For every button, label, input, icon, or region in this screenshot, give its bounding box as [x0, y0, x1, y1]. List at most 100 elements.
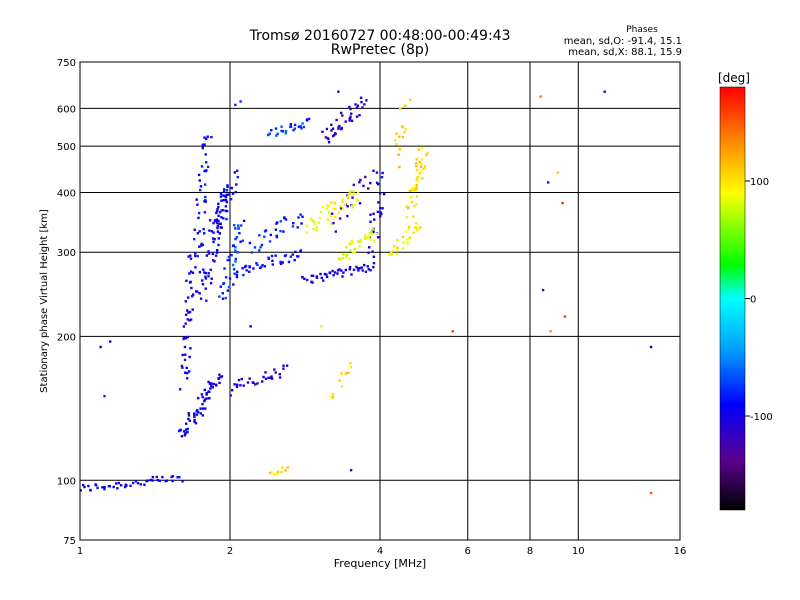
- data-point: [191, 271, 195, 274]
- data-point: [231, 263, 235, 267]
- data-point: [274, 254, 277, 257]
- data-point: [401, 135, 405, 139]
- data-point: [320, 325, 323, 328]
- data-point: [215, 383, 218, 386]
- data-point: [549, 330, 552, 333]
- data-point: [190, 286, 193, 290]
- plot-frame: [79, 61, 681, 541]
- data-point: [333, 132, 337, 135]
- data-point: [337, 127, 340, 130]
- data-point: [230, 254, 233, 257]
- data-point: [233, 272, 236, 275]
- data-point: [242, 219, 246, 223]
- data-point: [225, 189, 229, 192]
- data-point: [405, 216, 408, 219]
- data-point: [274, 472, 278, 476]
- data-point: [388, 253, 391, 256]
- data-point: [280, 125, 283, 128]
- data-point: [210, 135, 213, 139]
- data-point: [179, 429, 182, 432]
- data-point: [350, 239, 353, 242]
- data-point: [322, 279, 325, 282]
- data-point: [205, 391, 208, 395]
- data-point: [379, 206, 382, 210]
- data-point: [195, 413, 199, 416]
- y-tick-label: 300: [57, 248, 76, 259]
- data-point: [241, 267, 244, 270]
- data-point: [124, 485, 127, 489]
- data-point: [284, 218, 288, 221]
- data-point: [347, 257, 351, 261]
- data-point: [360, 266, 363, 269]
- data-point: [344, 372, 347, 375]
- data-point: [180, 435, 184, 438]
- data-point: [328, 271, 331, 274]
- data-point: [407, 206, 410, 209]
- data-point: [200, 244, 203, 247]
- data-point: [193, 415, 196, 419]
- data-point: [348, 117, 352, 120]
- data-point: [193, 228, 196, 231]
- data-point: [220, 199, 223, 202]
- data-point: [230, 186, 233, 190]
- data-point: [117, 481, 121, 485]
- data-point: [270, 254, 274, 258]
- data-point: [198, 245, 201, 248]
- data-point: [210, 382, 213, 385]
- data-point: [271, 263, 274, 266]
- data-point: [200, 165, 204, 168]
- data-point: [299, 213, 302, 216]
- data-point: [217, 243, 220, 247]
- data-point: [291, 225, 295, 228]
- data-point: [357, 191, 360, 194]
- data-point: [89, 488, 92, 492]
- data-point: [339, 207, 343, 210]
- data-point: [406, 242, 409, 245]
- data-point: [330, 396, 333, 399]
- data-point: [204, 153, 207, 156]
- data-point: [344, 120, 347, 123]
- data-point: [189, 254, 192, 257]
- data-point: [377, 236, 380, 239]
- data-point: [208, 229, 211, 232]
- data-point: [283, 216, 286, 220]
- data-point: [268, 132, 271, 135]
- data-point: [209, 387, 212, 390]
- data-point: [201, 143, 205, 146]
- data-point: [200, 242, 203, 246]
- data-point: [547, 181, 550, 184]
- data-point: [146, 479, 149, 482]
- x-tick-label: 4: [377, 546, 383, 557]
- data-point: [355, 265, 358, 269]
- data-point: [103, 487, 106, 491]
- data-point: [250, 251, 254, 254]
- data-point: [419, 226, 422, 229]
- data-point: [201, 395, 204, 399]
- data-point: [182, 336, 186, 339]
- data-point: [561, 201, 564, 205]
- data-point: [276, 471, 279, 475]
- data-point: [219, 192, 223, 195]
- data-point: [258, 234, 261, 237]
- data-point: [289, 123, 292, 126]
- data-point: [184, 337, 188, 340]
- data-point: [346, 195, 349, 198]
- data-point: [399, 107, 402, 111]
- x-tick-label: 16: [674, 546, 687, 557]
- data-point: [191, 308, 194, 311]
- stats-line-o: mean, sd,O: -91.4, 15.1: [564, 36, 682, 47]
- x-tick-label: 2: [227, 546, 233, 557]
- data-point: [182, 325, 186, 328]
- data-point: [234, 257, 237, 261]
- data-point: [397, 153, 400, 156]
- data-point: [375, 232, 378, 236]
- data-point: [297, 125, 301, 128]
- data-point: [289, 255, 292, 258]
- data-point: [341, 253, 345, 256]
- data-point: [395, 132, 398, 135]
- grid-lines: [80, 62, 680, 540]
- data-point: [236, 270, 239, 273]
- data-point: [267, 133, 270, 137]
- data-point: [176, 476, 179, 479]
